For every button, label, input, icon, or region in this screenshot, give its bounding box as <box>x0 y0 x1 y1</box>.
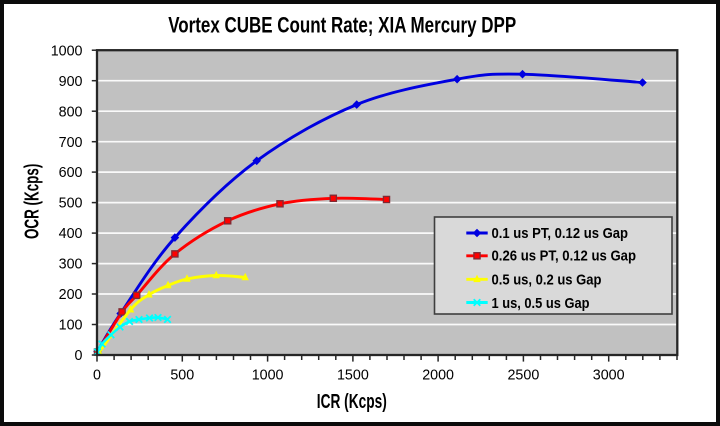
svg-text:1500: 1500 <box>337 368 369 384</box>
svg-text:900: 900 <box>59 74 83 90</box>
svg-text:0: 0 <box>75 348 83 364</box>
svg-text:Vortex CUBE Count Rate; XIA Me: Vortex CUBE Count Rate; XIA Mercury DPP <box>168 13 516 38</box>
svg-text:ICR (Kcps): ICR (Kcps) <box>317 391 387 413</box>
svg-text:OCR (Kcps): OCR (Kcps) <box>22 164 44 239</box>
svg-text:0.26 us PT, 0.12 us Gap: 0.26 us PT, 0.12 us Gap <box>492 247 637 264</box>
svg-text:0.1 us PT, 0.12 us Gap: 0.1 us PT, 0.12 us Gap <box>492 225 629 242</box>
svg-text:2000: 2000 <box>422 368 454 384</box>
svg-text:600: 600 <box>59 165 83 181</box>
svg-text:1 us, 0.5 us Gap: 1 us, 0.5 us Gap <box>492 295 590 312</box>
svg-text:400: 400 <box>59 226 83 242</box>
svg-text:100: 100 <box>59 318 83 334</box>
svg-text:3000: 3000 <box>593 368 625 384</box>
svg-text:0: 0 <box>93 368 101 384</box>
svg-text:2500: 2500 <box>507 368 539 384</box>
svg-text:800: 800 <box>59 104 83 120</box>
svg-text:1000: 1000 <box>252 368 284 384</box>
svg-text:0.5 us, 0.2 us Gap: 0.5 us, 0.2 us Gap <box>492 272 602 289</box>
svg-text:300: 300 <box>59 257 83 273</box>
svg-text:200: 200 <box>59 287 83 303</box>
svg-text:500: 500 <box>59 196 83 212</box>
svg-text:700: 700 <box>59 135 83 151</box>
svg-text:1000: 1000 <box>51 43 83 59</box>
svg-text:500: 500 <box>170 368 194 384</box>
